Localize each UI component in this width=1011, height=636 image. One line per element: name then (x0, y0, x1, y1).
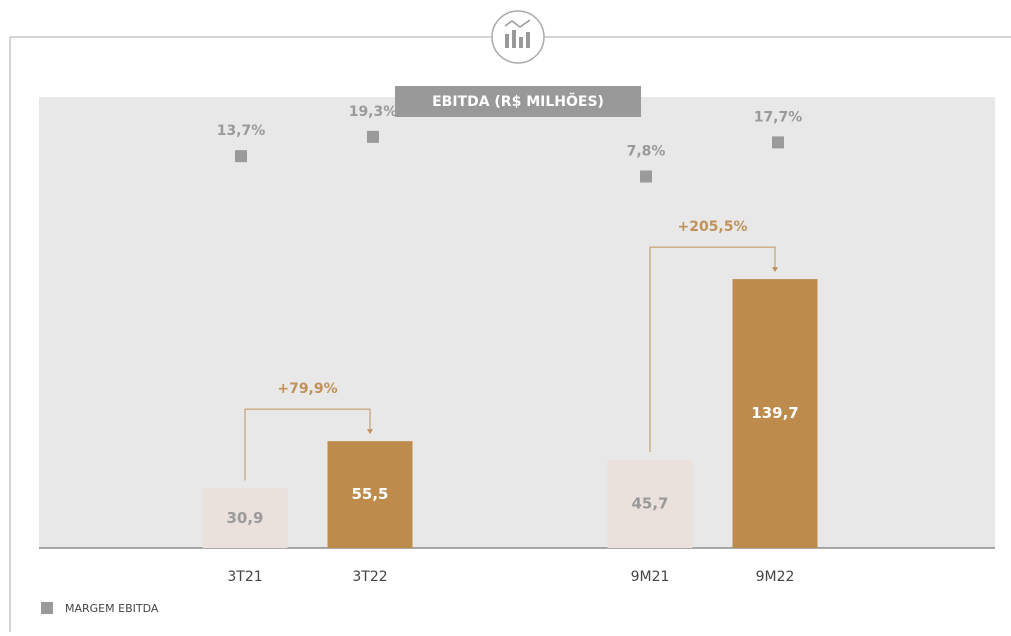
margin-marker (640, 170, 652, 183)
margin-marker (235, 150, 247, 163)
x-tick-label: 9M22 (756, 569, 795, 585)
bar-label: 139,7 (751, 404, 798, 422)
growth-arrowhead (772, 267, 778, 273)
bar-label: 45,7 (631, 495, 668, 513)
margin-label: 13,7% (217, 123, 266, 139)
growth-label: +79,9% (277, 381, 337, 397)
bar (327, 441, 413, 548)
bar (732, 279, 818, 548)
x-tick-label: 3T21 (227, 569, 262, 585)
margin-marker (367, 130, 379, 143)
bar (202, 488, 288, 548)
chart-title: EBITDA (R$ MILHÕES) (432, 92, 604, 110)
margin-label: 7,8% (627, 144, 666, 160)
bar-label: 30,9 (226, 509, 263, 527)
margin-label: 17,7% (754, 109, 803, 125)
margin-label: 19,3% (349, 104, 398, 120)
bar (607, 460, 693, 548)
growth-label: +205,5% (677, 219, 747, 235)
growth-arrowhead (367, 429, 373, 435)
icon (504, 19, 531, 48)
bar-label: 55,5 (351, 485, 388, 503)
x-tick-label: 3T22 (352, 569, 387, 585)
icon-ring (491, 10, 545, 64)
legend-label: MARGEM EBITDA (65, 602, 159, 615)
title-box (395, 86, 641, 117)
margin-marker (772, 136, 784, 149)
growth-connector (649, 246, 776, 453)
growth-connector (244, 408, 371, 481)
plot-area (39, 97, 995, 548)
x-tick-label: 9M21 (631, 569, 670, 585)
legend-swatch (41, 602, 53, 614)
